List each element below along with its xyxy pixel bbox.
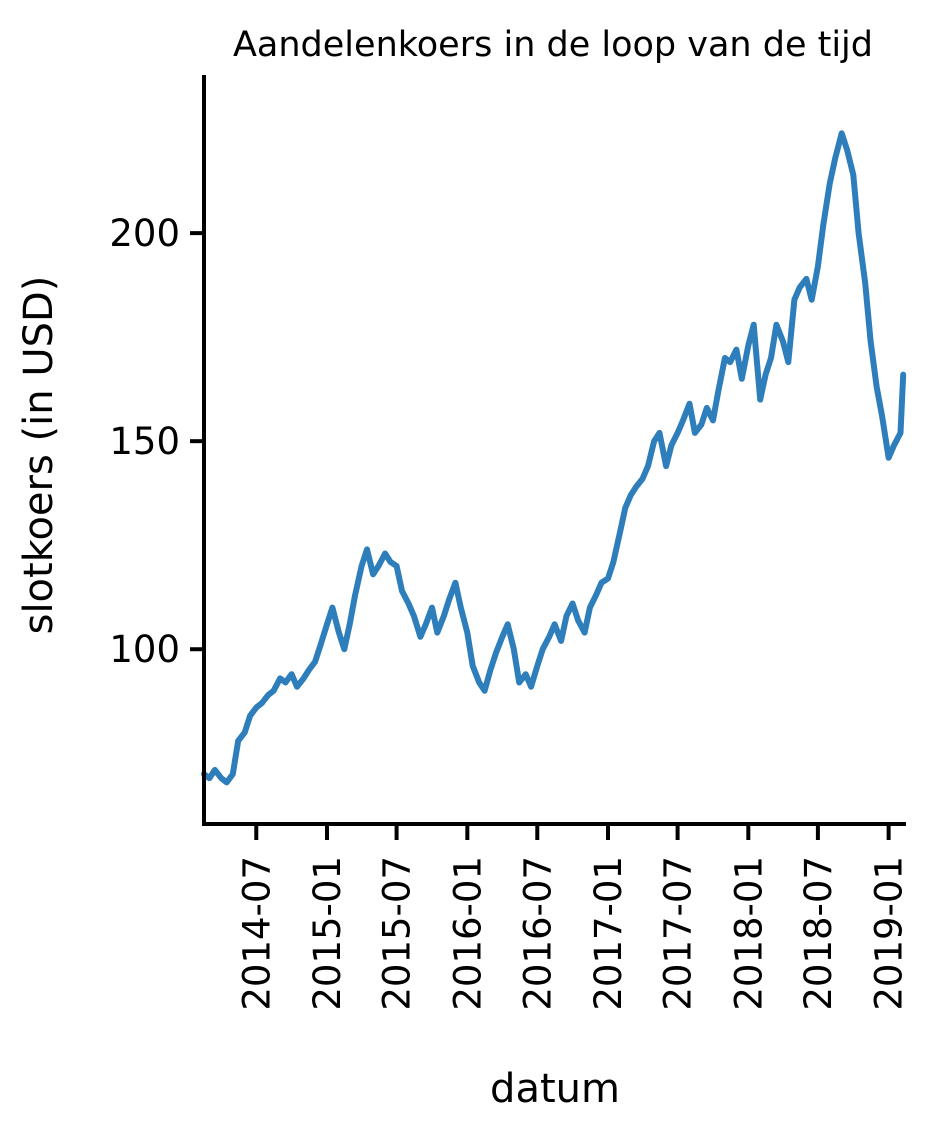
x-tick-label: 2017-01: [587, 856, 630, 1011]
y-tick-label: 150: [109, 420, 180, 463]
y-tick-label: 200: [109, 212, 180, 255]
y-axis-ticks: 100 150 200: [109, 212, 204, 671]
y-axis-label: slotkoers (in USD): [16, 276, 62, 635]
x-tick-label: 2016-07: [516, 856, 559, 1011]
x-axis-label: datum: [490, 1066, 620, 1112]
y-tick-label: 100: [109, 628, 180, 671]
x-tick-label: 2019-01: [868, 856, 911, 1011]
x-tick-label: 2014-07: [235, 856, 278, 1011]
x-tick-label: 2016-01: [446, 856, 489, 1011]
x-tick-label: 2018-07: [797, 856, 840, 1011]
x-tick-label: 2018-01: [727, 856, 770, 1011]
x-axis-ticks: 2014-07 2015-01 2015-07 2016-01 2016-07 2017-…: [235, 824, 911, 1011]
x-tick-label: 2017-07: [657, 856, 700, 1011]
chart-title: Aandelenkoers in de loop van de tijd: [233, 25, 873, 65]
x-tick-label: 2015-07: [376, 856, 419, 1011]
plot-area: [201, 130, 907, 786]
series-line-closing-price: [201, 130, 907, 786]
x-tick-label: 2015-01: [306, 856, 349, 1011]
